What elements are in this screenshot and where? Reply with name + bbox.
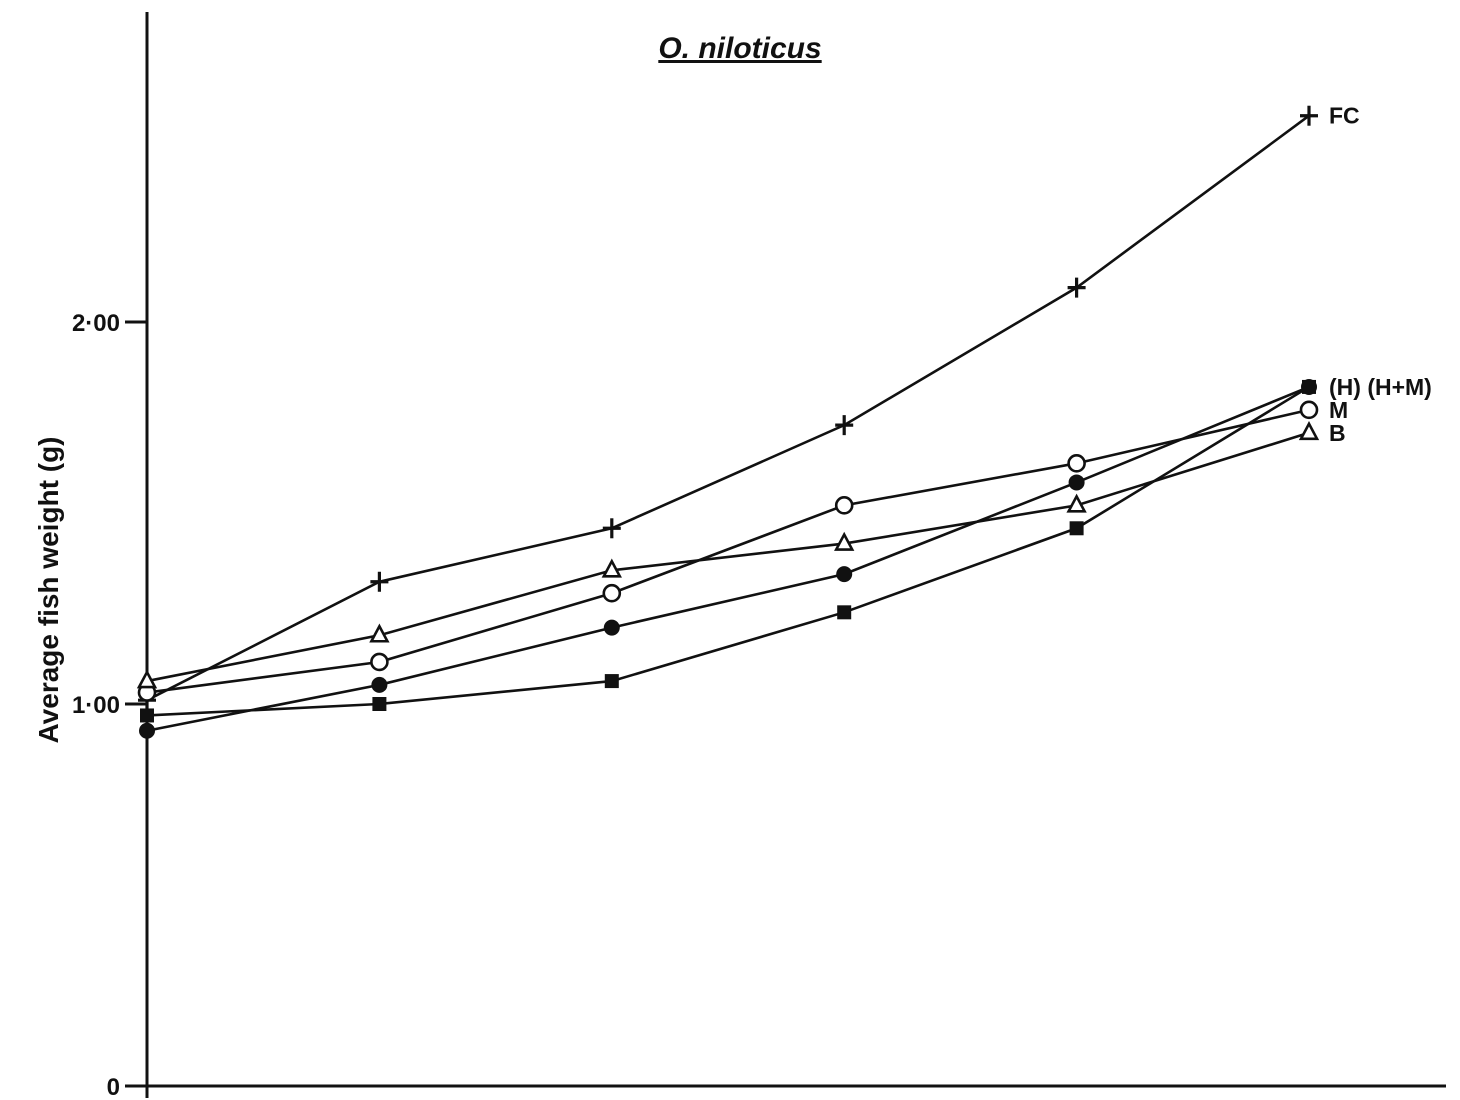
marker-b-5 [1298,421,1320,441]
marker-h-1 [372,697,387,711]
marker-h-m-3 [836,566,853,583]
marker-fc-4 [1067,277,1086,298]
marker-h-2 [604,674,619,689]
marker-h-m-1 [371,676,388,693]
marker-h-m-4 [1068,474,1085,491]
marker-h-m-0 [139,722,155,739]
series-line-b [146,431,1310,683]
series-lines [146,114,1310,733]
marker-h-3 [837,605,852,620]
marker-fc-3 [835,415,854,436]
marker-h-m-5 [1301,378,1317,395]
series-end-label-1: M [1329,397,1348,423]
marker-fc-5 [1300,105,1318,126]
marker-h-4 [1069,521,1084,536]
marker-b-3 [834,531,855,551]
marker-b-0 [136,669,158,689]
marker-m-4 [1067,454,1086,473]
series-end-label-2: B [1329,420,1346,446]
y-tick-label-0: 0 [107,1074,120,1100]
y-ticks: 0 1·00 2·00 [72,310,147,1100]
marker-m-1 [370,652,389,672]
marker-b-1 [369,623,390,643]
marker-m-2 [602,583,622,603]
y-tick-label-2: 2·00 [72,310,120,337]
marker-h-0 [140,708,154,723]
series-markers [136,105,1320,739]
y-tick-label-1: 1·00 [72,692,120,719]
marker-b-2 [601,558,622,578]
marker-b-4 [1066,493,1087,513]
series-line-h-m [146,385,1310,733]
series-end-label-3: FC [1329,103,1360,129]
series-line-fc [146,114,1310,702]
series-end-label-0: (H) (H+M) [1329,374,1432,400]
marker-h-m-2 [603,619,620,636]
series-labels: (H) (H+M)MB FC [1329,103,1432,446]
chart-title: O. niloticus [658,32,821,65]
marker-fc-1 [370,571,389,592]
series-line-m [146,408,1310,694]
marker-m-5 [1299,400,1319,420]
marker-fc-2 [602,518,621,539]
series-line-h [146,385,1310,717]
marker-m-3 [834,496,854,515]
y-axis-label: Average fish weight (g) [33,436,64,743]
